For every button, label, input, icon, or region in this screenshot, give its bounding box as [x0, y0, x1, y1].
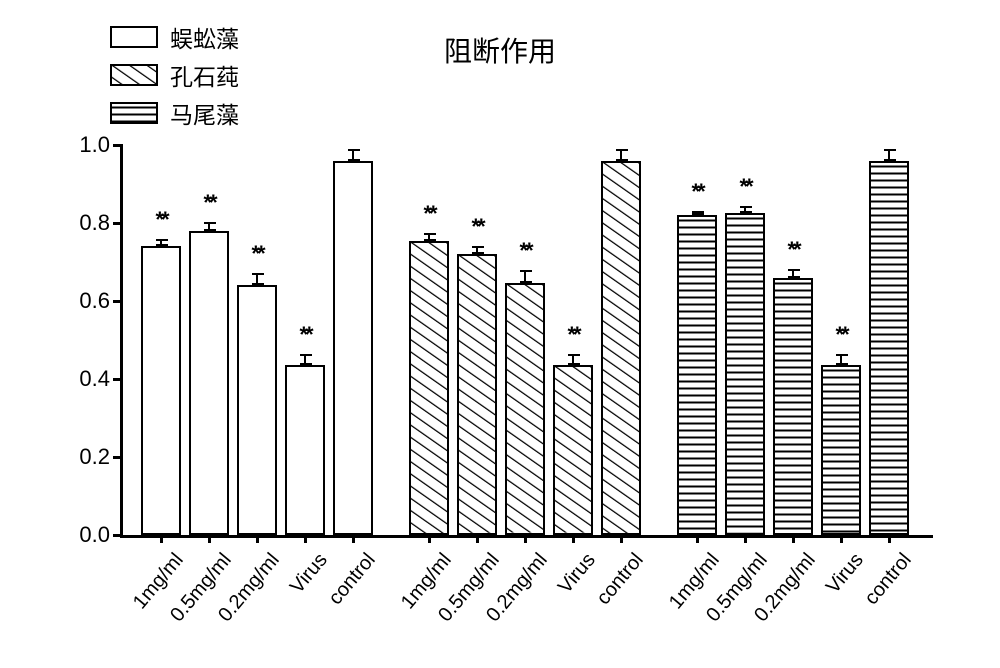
significance-marker: **	[299, 322, 310, 348]
y-tick	[113, 456, 123, 459]
legend-label: 蜈蚣藻	[170, 20, 239, 54]
legend-swatch	[110, 26, 158, 48]
x-tick	[304, 535, 307, 543]
x-tick	[160, 535, 163, 543]
legend-swatch	[110, 102, 158, 124]
y-tick	[113, 378, 123, 381]
bar	[869, 161, 909, 535]
error-bar	[476, 246, 478, 254]
bar	[333, 161, 373, 535]
x-tick	[696, 535, 699, 543]
bar	[457, 254, 497, 535]
significance-marker: **	[423, 201, 434, 227]
x-tick	[476, 535, 479, 543]
bar	[773, 278, 813, 535]
chart-title: 阻断作用	[444, 30, 556, 70]
bar	[409, 241, 449, 535]
plot-area: Percent 0.00.20.40.60.81.0**1mg/ml**0.5m…	[120, 145, 933, 538]
significance-marker: **	[835, 322, 846, 348]
y-tick-label: 1.0	[68, 132, 110, 158]
error-bar	[160, 239, 162, 247]
y-tick-label: 0.6	[68, 288, 110, 314]
bar	[601, 161, 641, 535]
y-tick-label: 0.8	[68, 210, 110, 236]
x-tick	[428, 535, 431, 543]
significance-marker: **	[251, 241, 262, 267]
legend-swatch	[110, 64, 158, 86]
legend-label: 马尾藻	[170, 96, 239, 130]
significance-marker: **	[739, 174, 750, 200]
x-tick	[620, 535, 623, 543]
bar	[505, 283, 545, 535]
significance-marker: **	[471, 214, 482, 240]
significance-marker: **	[155, 207, 166, 233]
bar	[237, 285, 277, 535]
error-bar	[304, 354, 306, 365]
bar	[553, 365, 593, 535]
error-bar	[352, 149, 354, 161]
error-bar	[208, 222, 210, 231]
bar	[189, 231, 229, 535]
bar	[725, 213, 765, 535]
x-tick	[840, 535, 843, 543]
error-bar	[524, 270, 526, 284]
x-tick	[256, 535, 259, 543]
legend-label: 孔石莼	[170, 58, 239, 92]
significance-marker: **	[519, 238, 530, 264]
x-tick	[208, 535, 211, 543]
y-tick	[113, 144, 123, 147]
bar	[821, 365, 861, 535]
significance-marker: **	[203, 190, 214, 216]
significance-marker: **	[691, 179, 702, 205]
y-tick	[113, 300, 123, 303]
x-tick	[524, 535, 527, 543]
error-bar	[792, 269, 794, 278]
x-tick	[888, 535, 891, 543]
error-bar	[840, 354, 842, 365]
bar	[677, 215, 717, 535]
error-bar	[256, 273, 258, 285]
legend: 蜈蚣藻孔石莼马尾藻	[110, 20, 239, 134]
error-bar	[572, 354, 574, 365]
x-tick	[572, 535, 575, 543]
error-bar	[620, 149, 622, 161]
error-bar	[696, 211, 698, 215]
y-tick-label: 0.2	[68, 444, 110, 470]
legend-item: 蜈蚣藻	[110, 20, 239, 54]
bar	[141, 246, 181, 535]
significance-marker: **	[787, 237, 798, 263]
x-tick	[792, 535, 795, 543]
x-tick	[352, 535, 355, 543]
chart-container: 蜈蚣藻孔石莼马尾藻 阻断作用 Percent 0.00.20.40.60.81.…	[0, 0, 1000, 668]
error-bar	[888, 149, 890, 161]
y-tick	[113, 222, 123, 225]
x-tick	[744, 535, 747, 543]
y-tick	[113, 534, 123, 537]
legend-item: 孔石莼	[110, 58, 239, 92]
y-tick-label: 0.0	[68, 522, 110, 548]
significance-marker: **	[567, 322, 578, 348]
legend-item: 马尾藻	[110, 96, 239, 130]
error-bar	[744, 206, 746, 213]
y-tick-label: 0.4	[68, 366, 110, 392]
bar	[285, 365, 325, 535]
error-bar	[428, 233, 430, 241]
